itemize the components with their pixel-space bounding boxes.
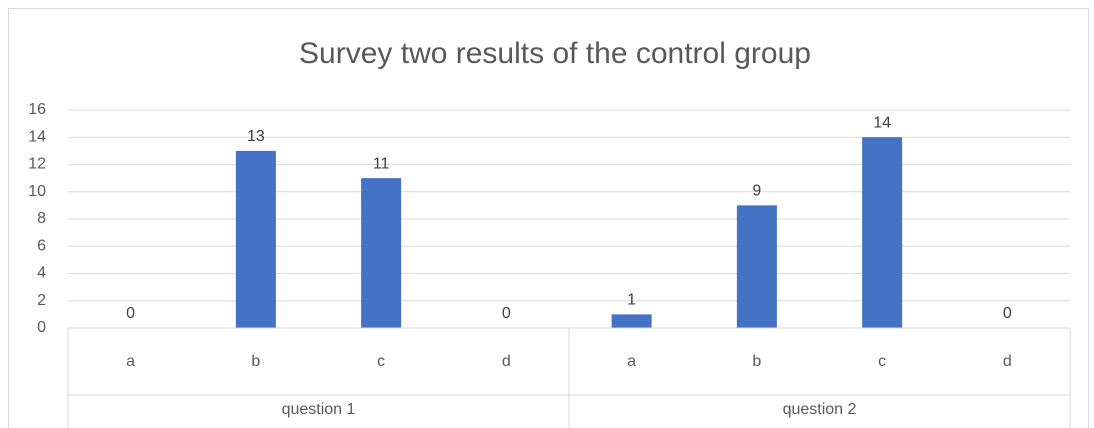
data-label: 13 xyxy=(247,128,265,145)
data-label: 11 xyxy=(373,155,390,172)
bar xyxy=(611,314,652,328)
data-label: 0 xyxy=(1003,305,1012,322)
x-tick-label: d xyxy=(1003,353,1012,370)
y-tick-label: 8 xyxy=(37,210,46,227)
x-tick-label: c xyxy=(878,353,886,370)
x-tick-label: c xyxy=(377,353,385,370)
x-tick-label: a xyxy=(627,353,636,370)
bar xyxy=(736,205,777,328)
data-label: 0 xyxy=(126,305,135,322)
group-label: question 2 xyxy=(783,401,857,418)
y-tick-label: 6 xyxy=(37,237,46,254)
data-label: 9 xyxy=(752,183,761,200)
chart-title: Survey two results of the control group xyxy=(299,37,811,70)
y-tick-label: 2 xyxy=(37,292,46,309)
x-tick-label: b xyxy=(752,353,761,370)
bar xyxy=(361,178,402,328)
x-tick-label: a xyxy=(126,353,135,370)
data-label: 14 xyxy=(873,114,891,131)
bar xyxy=(235,150,276,328)
y-tick-label: 4 xyxy=(37,265,46,282)
y-tick-label: 10 xyxy=(28,183,46,200)
y-tick-label: 16 xyxy=(28,101,46,118)
bar xyxy=(862,137,903,328)
data-label: 0 xyxy=(502,305,511,322)
y-tick-label: 14 xyxy=(28,128,46,145)
x-tick-label: d xyxy=(502,353,511,370)
x-tick-label: b xyxy=(251,353,260,370)
chart-border xyxy=(8,8,1089,428)
data-label: 1 xyxy=(627,292,636,309)
y-tick-label: 0 xyxy=(37,319,46,336)
y-tick-label: 12 xyxy=(28,156,46,173)
group-label: question 1 xyxy=(282,401,356,418)
